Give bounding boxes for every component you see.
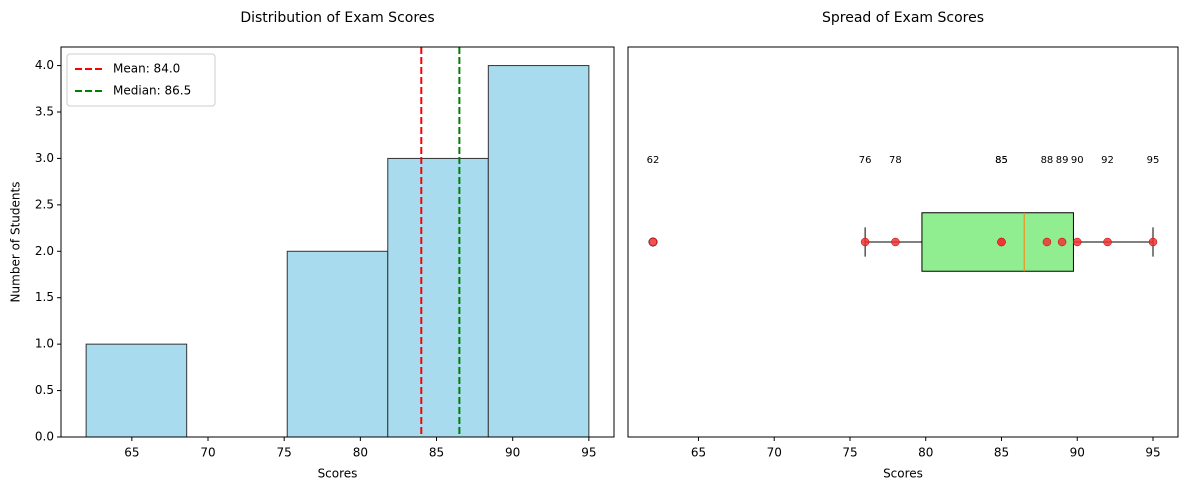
point-label: 88 (1041, 155, 1054, 166)
y-tick-label: 1.5 (35, 290, 54, 304)
legend-label: Median: 86.5 (113, 84, 191, 98)
axes-frame (627, 46, 1179, 438)
y-tick-label: 4.0 (35, 58, 54, 72)
x-tick-label: 80 (353, 446, 368, 460)
point-label: 95 (1147, 155, 1160, 166)
histogram-bar (487, 65, 590, 438)
point-label: 85 (995, 155, 1008, 166)
point-label: 62 (647, 155, 660, 166)
histogram-bar (85, 343, 188, 438)
score-point (860, 237, 870, 247)
x-tick-label: 90 (1070, 446, 1085, 460)
x-tick-label: 85 (994, 446, 1009, 460)
point-label: 90 (1071, 155, 1084, 166)
score-point (1103, 237, 1112, 247)
legend-label: Mean: 84.0 (113, 62, 180, 76)
y-tick-label: 0.0 (35, 430, 54, 444)
point-label: 78 (889, 155, 902, 166)
x-tick-label: 65 (124, 446, 139, 460)
x-tick-label: 70 (767, 446, 782, 460)
x-axis-label: Scores (883, 467, 923, 481)
x-tick-label: 95 (1145, 446, 1160, 460)
x-tick-label: 95 (581, 446, 596, 460)
x-tick-label: 75 (277, 446, 292, 460)
x-tick-label: 85 (429, 446, 444, 460)
y-tick-label: 2.5 (35, 197, 54, 211)
chart-title: Spread of Exam Scores (822, 10, 984, 26)
axes-frame (60, 46, 615, 438)
x-tick-label: 90 (505, 446, 520, 460)
score-point (1057, 237, 1067, 247)
y-tick-label: 1.0 (35, 337, 54, 351)
point-label: 76 (859, 155, 872, 166)
y-axis-label: Number of Students (9, 182, 23, 303)
point-label: 92 (1101, 155, 1114, 166)
point-label: 85 (995, 155, 1008, 166)
score-point (648, 237, 658, 247)
x-tick-label: 80 (918, 446, 933, 460)
legend-box (66, 53, 216, 107)
x-tick-label: 75 (842, 446, 857, 460)
x-tick-label: 65 (691, 446, 706, 460)
y-tick-label: 3.0 (35, 151, 54, 165)
x-axis-label: Scores (318, 467, 358, 481)
y-tick-label: 3.5 (35, 105, 54, 119)
chart-title: Distribution of Exam Scores (240, 10, 434, 26)
score-point (1042, 237, 1052, 247)
x-tick-label: 70 (200, 446, 215, 460)
histogram-bar (286, 250, 389, 438)
score-point (891, 237, 900, 247)
histogram-bar (387, 157, 489, 438)
score-point (997, 237, 1006, 247)
y-tick-label: 0.5 (35, 383, 54, 397)
score-point (1148, 237, 1158, 247)
score-point (1072, 237, 1082, 247)
y-tick-label: 2.0 (35, 244, 54, 258)
point-label: 89 (1056, 155, 1069, 166)
